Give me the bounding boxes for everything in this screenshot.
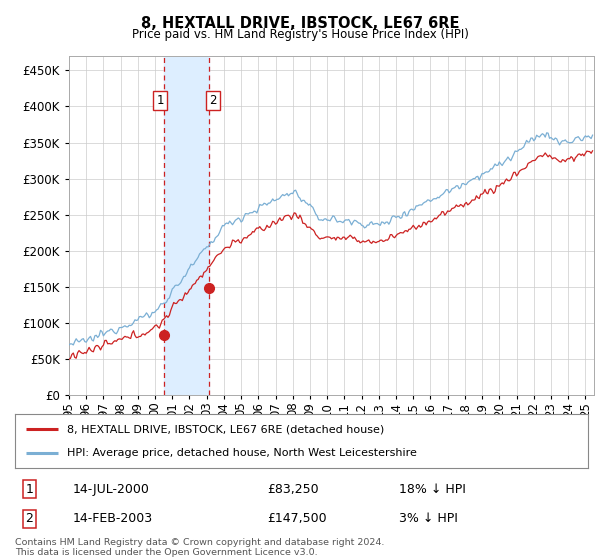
Text: Price paid vs. HM Land Registry's House Price Index (HPI): Price paid vs. HM Land Registry's House …	[131, 28, 469, 41]
Text: 1: 1	[25, 483, 33, 496]
Text: 2: 2	[209, 94, 217, 107]
Text: 8, HEXTALL DRIVE, IBSTOCK, LE67 6RE: 8, HEXTALL DRIVE, IBSTOCK, LE67 6RE	[141, 16, 459, 31]
Bar	[164, 56, 209, 395]
Text: £147,500: £147,500	[267, 512, 327, 525]
Text: HPI: Average price, detached house, North West Leicestershire: HPI: Average price, detached house, Nort…	[67, 447, 416, 458]
Text: 2: 2	[25, 512, 33, 525]
Text: 14-FEB-2003: 14-FEB-2003	[73, 512, 152, 525]
Text: 18% ↓ HPI: 18% ↓ HPI	[399, 483, 466, 496]
Text: 8, HEXTALL DRIVE, IBSTOCK, LE67 6RE (detached house): 8, HEXTALL DRIVE, IBSTOCK, LE67 6RE (det…	[67, 424, 384, 435]
Text: 14-JUL-2000: 14-JUL-2000	[73, 483, 149, 496]
Text: 1: 1	[157, 94, 164, 107]
Text: 3% ↓ HPI: 3% ↓ HPI	[399, 512, 458, 525]
Text: £83,250: £83,250	[267, 483, 319, 496]
Text: Contains HM Land Registry data © Crown copyright and database right 2024.
This d: Contains HM Land Registry data © Crown c…	[15, 538, 385, 557]
